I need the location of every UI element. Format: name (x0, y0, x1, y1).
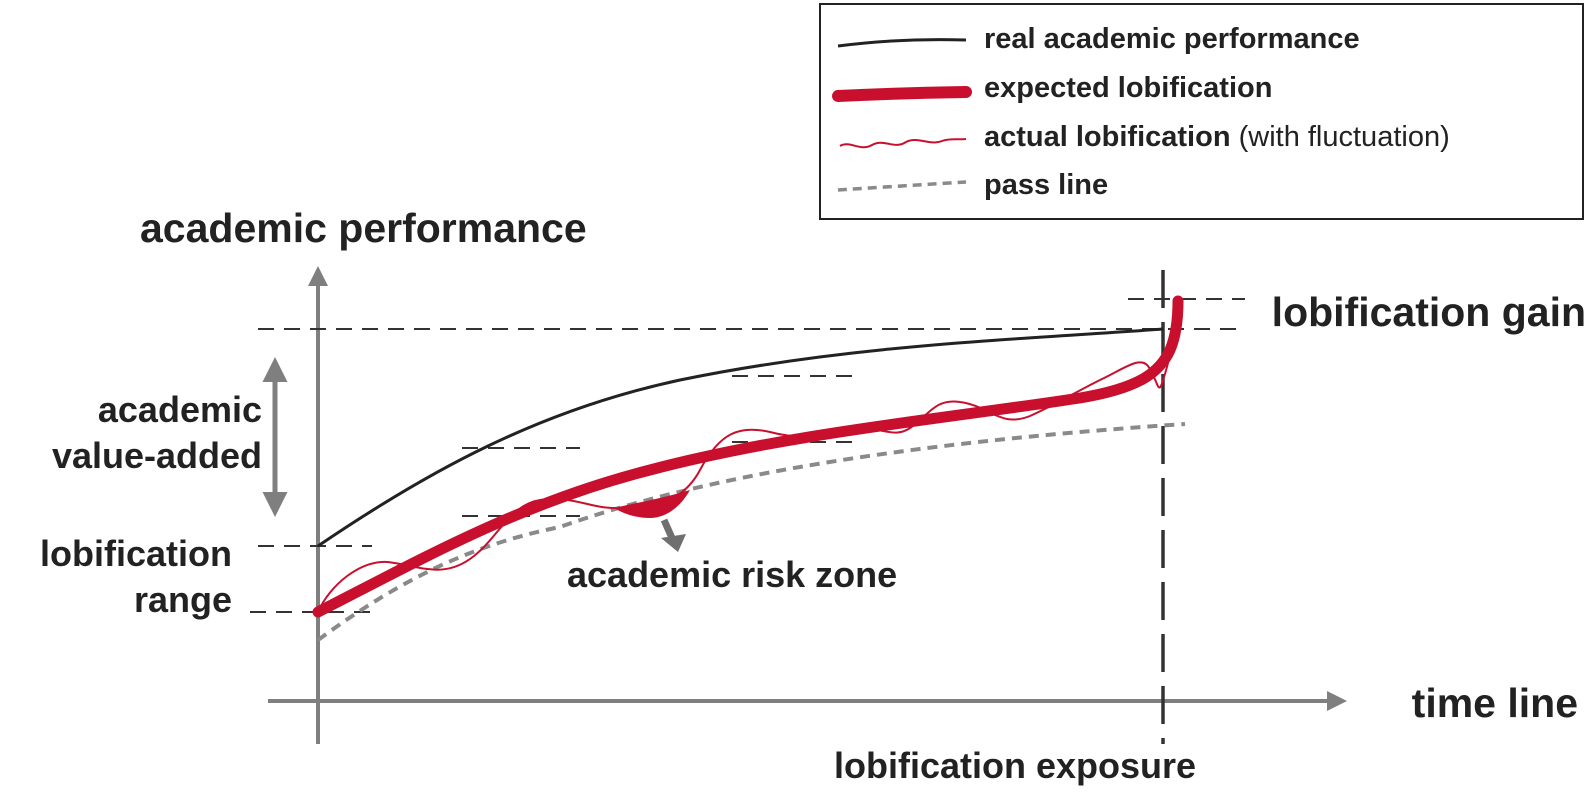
real-performance-line (317, 327, 1164, 548)
legend-label-actual: actual lobification (with fluctuation) (984, 121, 1450, 153)
legend-swatch-expected (832, 86, 972, 102)
pass-line (316, 422, 1186, 642)
legend-label-actual-note: (with fluctuation) (1231, 121, 1450, 153)
lobification-exposure-label: lobification exposure (834, 745, 1196, 786)
legend-label-pass: pass line (984, 169, 1108, 201)
time-line-label: time line (1412, 680, 1578, 726)
legend-swatch-pass (837, 180, 967, 192)
legend-swatch-actual (839, 138, 967, 149)
legend-label-real: real academic performance (984, 23, 1360, 55)
y-axis-title: academic performance (140, 205, 587, 251)
legend: real academic performance expected lobif… (819, 3, 1584, 220)
legend-swatch-real (837, 38, 967, 48)
legend-label-actual-main: actual lobification (984, 121, 1231, 153)
expected-lobification-line (312, 295, 1184, 618)
value-added-label-line1: academic (98, 389, 262, 430)
risk-zone-fill (614, 490, 690, 518)
academic-risk-zone-label: academic risk zone (567, 554, 897, 595)
legend-label-expected: expected lobification (984, 72, 1272, 104)
risk-zone-arrow (660, 518, 686, 552)
actual-lobification-line (317, 300, 1179, 613)
value-added-label-line2: value-added (52, 435, 262, 476)
axes (268, 266, 1347, 744)
lobification-range-label-line1: lobification (40, 533, 232, 574)
lobification-range-label-line2: range (134, 579, 232, 620)
lobification-gain-label: lobification gain (1272, 289, 1586, 335)
